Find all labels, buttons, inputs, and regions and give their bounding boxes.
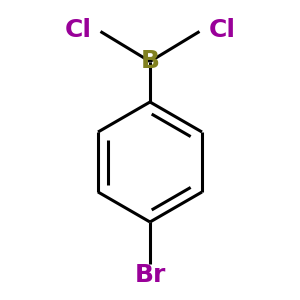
Text: Cl: Cl	[64, 18, 92, 42]
Text: B: B	[140, 50, 160, 74]
Text: Cl: Cl	[208, 18, 236, 42]
Text: Br: Br	[134, 262, 166, 286]
